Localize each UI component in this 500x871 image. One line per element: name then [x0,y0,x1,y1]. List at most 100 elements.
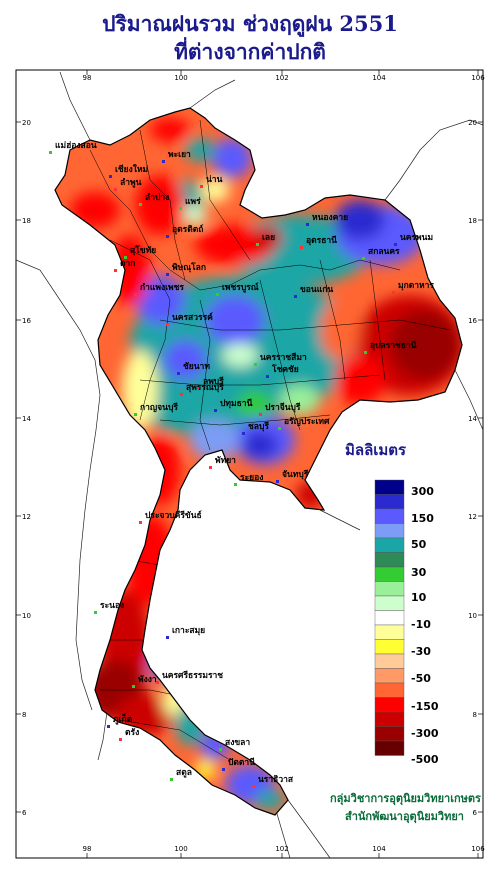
station-marker [134,293,137,296]
city-label: อรัญประเทศ [284,416,330,427]
station-marker [209,466,212,469]
legend-swatch [374,523,405,539]
lat-label: 10 [22,612,31,620]
station-marker [259,413,262,416]
graticule-ticks [16,70,483,858]
legend-swatch [374,494,405,510]
station-marker [254,363,257,366]
city-label: ภูเก็ต [113,712,133,725]
station-marker [132,685,135,688]
station-marker [222,768,225,771]
legend-swatch [374,711,405,727]
city-label: สุพรรณบุรี [186,382,224,393]
legend-swatch [374,682,405,698]
city-label: ขอนแก่น [300,284,333,295]
city-label: ปราจีนบุรี [265,402,301,413]
city-label: มุกดาหาร [398,281,434,291]
station-marker [166,636,169,639]
city-label: แม่ฮ่องสอน [55,140,97,151]
station-marker [214,409,217,412]
lat-labels-right: 20 18 16 14 12 10 8 6 [468,119,477,817]
legend-value: 30 [411,566,427,579]
city-label: สงขลา [225,738,250,748]
legend-swatch [374,610,405,626]
credit-line1: กลุ่มวิชาการอุตุนิยมวิทยาเกษตร [330,792,481,806]
legend-swatches [374,479,405,756]
city-label: ชัยนาท [183,361,210,372]
station-marker [276,480,279,483]
neighbour-borders [15,71,484,859]
lat-label: 6 [22,809,27,817]
city-label: ประจวบคีรีขันธ์ [145,510,202,521]
station-marker [300,246,303,249]
lat-label: 14 [468,415,477,423]
city-label: อุดรธานี [306,235,337,246]
station-marker [119,738,122,741]
station-marker [107,725,110,728]
legend-value: -50 [411,672,431,685]
legend-value: -30 [411,645,431,658]
station-marker [49,151,52,154]
legend-title: มิลลิเมตร [345,441,407,459]
city-label: เชียงใหม่ [115,164,148,175]
city-label: พังงา [138,674,157,685]
legend-value: -10 [411,618,431,631]
legend-swatch [374,479,405,495]
city-label: เพชรบูรณ์ [222,282,259,293]
station-marker [306,223,309,226]
province-borders [89,119,451,761]
city-label: พิษณุโลก [172,262,206,273]
lon-labels-bottom: 98 100 102 104 106 [83,845,486,853]
lat-label: 18 [468,217,477,225]
city-label: ลำปาง [145,192,169,203]
legend-swatch [374,726,405,742]
lon-label: 104 [372,74,386,82]
legend-swatch [374,740,405,756]
legend-value: 50 [411,538,427,551]
station-marker [266,375,269,378]
legend-value: -500 [411,753,439,766]
city-label: ตรัง [125,727,139,738]
legend-value: 10 [411,591,427,604]
station-marker [278,427,281,430]
station-marker [256,243,259,246]
lon-label: 106 [471,845,485,853]
lon-label: 102 [275,845,288,853]
legend-swatch [374,508,405,524]
legend-swatch [374,595,405,611]
city-label: สุโขทัย [130,245,156,256]
lat-label: 10 [468,612,477,620]
lat-label: 8 [473,711,477,719]
legend-swatch [374,668,405,684]
station-marker [216,293,219,296]
city-label: พะเยา [168,150,191,160]
lat-label: 16 [22,317,31,325]
station-marker [139,203,142,206]
city-label: ลำพูน [120,177,142,188]
legend-swatch [374,639,405,655]
lon-label: 100 [174,845,187,853]
lat-label: 18 [22,217,31,225]
lon-label: 98 [83,845,92,853]
legend-swatch [374,581,405,597]
legend-swatch [374,697,405,713]
station-marker [362,257,365,260]
map-title-line2: ที่ต่างจากค่าปกติ [174,39,326,64]
city-label: นครสวรรค์ [172,312,213,323]
city-label: สกลนคร [368,247,400,257]
station-marker [166,323,169,326]
lon-label: 104 [372,845,386,853]
station-marker [394,243,397,246]
credit-line2: สำนักพัฒนาอุตุนิยมวิทยา [345,810,464,824]
city-label: ชลบุรี [248,421,269,432]
legend-value: 150 [411,512,434,525]
city-label: ระยอง [240,473,263,483]
legend-value: -300 [411,727,439,740]
station-marker [166,235,169,238]
legend-swatch [374,653,405,669]
lon-label: 100 [174,74,187,82]
station-marker [197,387,200,390]
lat-label: 14 [22,415,31,423]
